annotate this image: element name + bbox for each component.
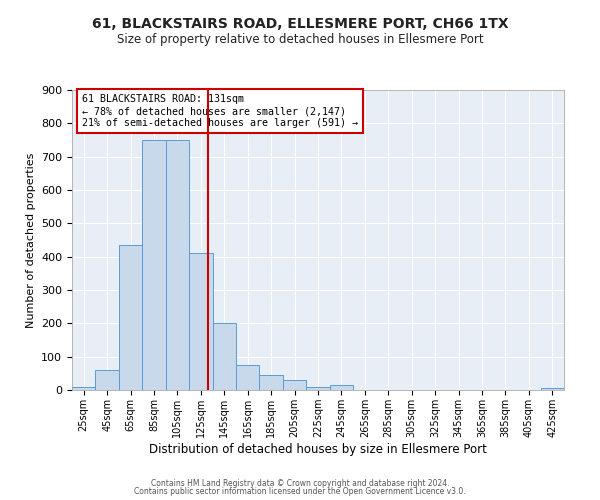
Text: 61 BLACKSTAIRS ROAD: 131sqm
← 78% of detached houses are smaller (2,147)
21% of : 61 BLACKSTAIRS ROAD: 131sqm ← 78% of det… bbox=[82, 94, 358, 128]
Bar bbox=[212, 324, 236, 390]
Bar bbox=[306, 386, 330, 390]
Text: Contains HM Land Registry data © Crown copyright and database right 2024.: Contains HM Land Registry data © Crown c… bbox=[151, 478, 449, 488]
Y-axis label: Number of detached properties: Number of detached properties bbox=[26, 152, 35, 328]
Bar bbox=[95, 370, 119, 390]
Bar bbox=[142, 140, 166, 390]
Text: 61, BLACKSTAIRS ROAD, ELLESMERE PORT, CH66 1TX: 61, BLACKSTAIRS ROAD, ELLESMERE PORT, CH… bbox=[92, 18, 508, 32]
Bar bbox=[166, 140, 189, 390]
Bar bbox=[283, 380, 306, 390]
Text: Contains public sector information licensed under the Open Government Licence v3: Contains public sector information licen… bbox=[134, 488, 466, 496]
Bar bbox=[119, 245, 142, 390]
Bar bbox=[189, 254, 212, 390]
Bar bbox=[72, 386, 95, 390]
Bar bbox=[236, 365, 259, 390]
Bar bbox=[330, 385, 353, 390]
Bar bbox=[541, 388, 564, 390]
Bar bbox=[259, 375, 283, 390]
X-axis label: Distribution of detached houses by size in Ellesmere Port: Distribution of detached houses by size … bbox=[149, 442, 487, 456]
Text: Size of property relative to detached houses in Ellesmere Port: Size of property relative to detached ho… bbox=[116, 32, 484, 46]
